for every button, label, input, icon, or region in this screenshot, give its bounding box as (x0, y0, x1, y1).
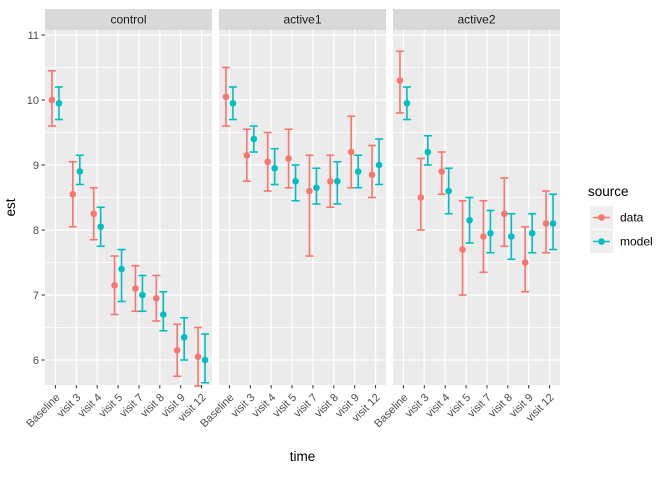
pointrange-model (423, 134, 432, 166)
pointrange-model (270, 147, 279, 186)
facet-strip-active1 (219, 9, 386, 30)
pointrange-model (528, 212, 537, 254)
pointrange-data (263, 131, 272, 192)
facet-strip-label: active1 (283, 13, 321, 27)
y-tick-label: 6 (33, 355, 39, 367)
pointrange-data (521, 225, 530, 293)
y-tick-label: 11 (28, 30, 39, 42)
legend-glyph-point (598, 238, 605, 245)
facet-strip-control (45, 9, 212, 30)
pointrange-data (68, 160, 77, 228)
pointrange-model (75, 154, 84, 186)
y-tick-label: 7 (33, 290, 39, 302)
facet-strip-label: active2 (457, 13, 495, 27)
pointrange-model (354, 154, 363, 189)
facet-strip-active2 (393, 9, 560, 30)
pointrange-model (201, 333, 210, 384)
y-tick-label: 10 (27, 95, 39, 107)
y-axis-title: est (3, 198, 18, 216)
y-tick-label: 8 (33, 225, 39, 237)
pointrange-model (96, 206, 105, 248)
pointrange-model (117, 248, 126, 303)
pointrange-data (131, 264, 140, 313)
pointrange-data (173, 323, 182, 378)
pointrange-model (333, 160, 342, 205)
panel-control (45, 30, 212, 385)
pointrange-data (542, 190, 551, 254)
pointrange-data (395, 50, 404, 114)
pointrange-data (479, 199, 488, 274)
pointrange-data (152, 274, 161, 322)
pointrange-data (458, 199, 467, 296)
pointrange-model (312, 167, 321, 205)
pointrange-model (465, 196, 474, 244)
pointrange-data (347, 115, 356, 189)
pointrange-model (486, 209, 495, 254)
pointrange-model (180, 316, 189, 361)
pointrange-data (194, 326, 203, 387)
pointrange-model (444, 167, 453, 215)
legend-label: data (620, 211, 644, 225)
pointrange-model (291, 164, 300, 202)
pointrange-data (500, 177, 509, 248)
pointrange-data (221, 66, 230, 127)
pointrange-data (110, 255, 119, 316)
pointrange-model (228, 86, 237, 121)
legend-title: source (588, 184, 629, 199)
panel-active2 (393, 30, 560, 385)
legend-glyph-point (598, 214, 605, 221)
pointrange-model (549, 193, 558, 251)
legend-label: model (620, 235, 653, 249)
pointrange-data (368, 144, 377, 199)
facet-strip-label: control (110, 13, 146, 27)
pointrange-data (305, 154, 314, 257)
pointrange-model (138, 274, 147, 313)
pointrange-model (375, 138, 384, 186)
pointrange-model (249, 125, 258, 153)
pointrange-data (326, 154, 335, 209)
pointrange-data (437, 151, 446, 196)
pointrange-model (159, 290, 168, 332)
pointrange-data (89, 186, 98, 241)
pointrange-data (242, 128, 251, 183)
y-tick-label: 9 (33, 160, 39, 172)
pointrange-data (284, 128, 293, 189)
pointrange-data (416, 157, 425, 231)
pointrange-model (507, 212, 516, 261)
panel-active1 (219, 30, 386, 385)
pointrange-model (402, 86, 411, 121)
pointrange-model (54, 86, 63, 121)
pointrange-data (47, 69, 56, 127)
x-axis-title: time (290, 449, 316, 464)
